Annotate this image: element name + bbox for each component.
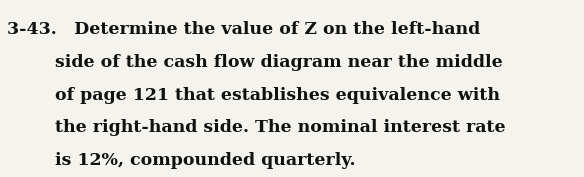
Text: of page 121 that establishes equivalence with: of page 121 that establishes equivalence… (7, 87, 500, 104)
Text: 3-43. Determine the value of Z on the left-hand: 3-43. Determine the value of Z on the le… (7, 21, 480, 38)
Text: side of the cash flow diagram near the middle: side of the cash flow diagram near the m… (7, 54, 503, 71)
Text: the right-hand side. The nominal interest rate: the right-hand side. The nominal interes… (7, 119, 506, 136)
Text: is 12%, compounded quarterly.: is 12%, compounded quarterly. (7, 152, 356, 169)
